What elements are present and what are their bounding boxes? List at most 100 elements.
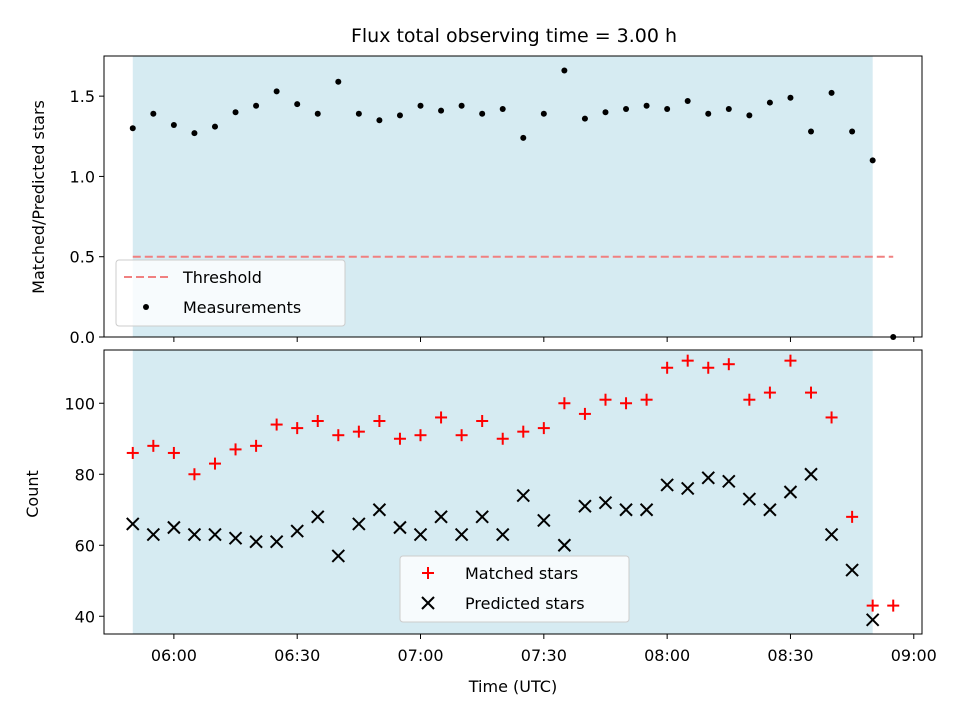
top-y-axis-label: Matched/Predicted stars [29, 100, 48, 294]
predicted-star-point [269, 534, 284, 549]
measurement-point [211, 123, 218, 130]
chart-title: Flux total observing time = 3.00 h [351, 25, 677, 47]
y-tick-label: 100 [64, 394, 95, 413]
x-tick-label: 07:00 [397, 646, 443, 665]
y-tick-label: 1.0 [70, 167, 95, 186]
x-tick-label: 07:30 [521, 646, 567, 665]
predicted-star-point [372, 503, 387, 517]
measurement-point [643, 102, 650, 109]
measurement-point [684, 97, 691, 104]
matched-star-point [496, 432, 509, 445]
predicted-star-point [619, 503, 633, 517]
matched-star-point [455, 429, 468, 442]
matched-star-point [784, 354, 797, 367]
x-tick-label: 08:30 [767, 646, 813, 665]
measurement-point [869, 157, 876, 164]
x-tick-label: 09:00 [891, 646, 937, 665]
measurement-point [664, 105, 671, 112]
predicted-star-point [187, 527, 202, 542]
predicted-star-point [742, 492, 757, 506]
matched-star-point [640, 393, 653, 406]
measurement-point [150, 110, 157, 117]
measurement-point [314, 110, 321, 117]
measurement-point [808, 128, 815, 135]
measurement-point [170, 122, 177, 129]
predicted-star-point [763, 503, 777, 517]
predicted-star-point [496, 527, 510, 542]
measurement-point [499, 105, 506, 112]
matched-star-point [393, 432, 406, 445]
legend-matched-label: Matched stars [465, 564, 578, 583]
top-x-ticks [173, 337, 915, 342]
matched-star-point [435, 411, 448, 424]
matched-star-point [311, 415, 324, 427]
top-y-ticks: 0.0 0.5 1.0 1.5 [70, 87, 104, 347]
matched-star-point [620, 397, 633, 410]
predicted-star-point [454, 527, 469, 542]
measurement-point [396, 112, 403, 119]
matched-star-point [291, 422, 304, 435]
matched-star-point [537, 422, 550, 435]
predicted-star-point [146, 527, 161, 542]
predicted-star-point [537, 513, 551, 528]
predicted-star-point [680, 481, 695, 496]
matched-star-point [722, 358, 735, 371]
predicted-star-point [660, 478, 674, 492]
bottom-points [126, 354, 900, 627]
predicted-star-point [249, 534, 263, 549]
x-tick-label: 06:30 [274, 646, 320, 665]
matched-star-point [167, 446, 180, 459]
legend-measurements-label: Measurements [183, 298, 301, 317]
measurement-point [232, 109, 239, 116]
predicted-star-point [865, 613, 880, 627]
matched-star-point [126, 446, 139, 459]
measurement-point [129, 125, 136, 132]
y-tick-label: 0.5 [70, 248, 95, 267]
bottom-y-axis-label: Count [23, 470, 42, 518]
matched-star-point [188, 468, 201, 481]
measurement-point [458, 102, 465, 109]
bottom-y-ticks: 40 60 80 100 [64, 394, 104, 626]
predicted-star-point [824, 527, 839, 542]
legend-matched-marker [422, 567, 434, 579]
bottom-x-ticks: 06:00 06:30 07:00 07:30 08:00 08:30 09:00 [151, 634, 937, 665]
matched-star-point [846, 510, 859, 523]
matched-star-point [208, 457, 221, 470]
matched-star-point [352, 425, 365, 438]
predicted-star-point [598, 495, 613, 510]
bottom-panel: 40 60 80 100 06:00 06:30 07:00 07:30 08:00 08:30… [23, 349, 937, 696]
measurement-point [376, 117, 383, 124]
predicted-star-point [845, 563, 859, 577]
measurement-point [581, 115, 588, 122]
measurement-point [417, 102, 424, 109]
matched-star-point [558, 397, 571, 410]
matched-star-point [517, 425, 530, 438]
predicted-star-point [290, 524, 304, 538]
predicted-star-point [475, 510, 489, 524]
measurement-point [335, 78, 342, 85]
predicted-star-point [701, 471, 715, 485]
measurement-point [766, 99, 773, 106]
measurement-point [520, 134, 527, 141]
top-panel: 0.0 0.5 1.0 1.5 Matched/Predicted stars Thr… [29, 55, 923, 347]
predicted-star-point [639, 503, 654, 517]
measurement-point [561, 67, 568, 74]
matched-star-point [476, 415, 489, 427]
y-tick-label: 1.5 [70, 87, 95, 106]
measurement-point [828, 89, 835, 96]
predicted-star-point [311, 510, 325, 524]
matched-star-point [578, 407, 591, 420]
predicted-star-point [126, 517, 140, 531]
matched-star-point [887, 599, 900, 612]
matched-star-point [825, 411, 838, 424]
predicted-star-point [722, 474, 736, 489]
measurement-point [725, 105, 732, 112]
predicted-star-point [228, 531, 243, 545]
predicted-star-point [804, 467, 818, 481]
y-tick-label: 80 [75, 465, 95, 484]
bottom-legend-box [399, 555, 630, 623]
x-axis-label: Time (UTC) [468, 677, 557, 696]
measurement-point [623, 105, 630, 112]
measurement-point [294, 101, 301, 108]
